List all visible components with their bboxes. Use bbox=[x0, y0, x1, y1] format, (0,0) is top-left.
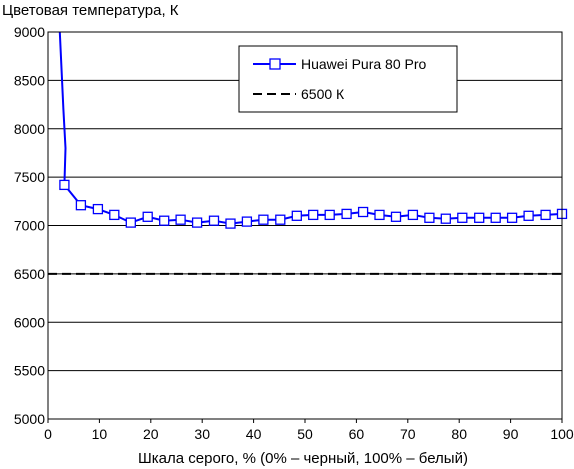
data-point bbox=[324, 209, 335, 221]
y-tick-label: 6500 bbox=[14, 266, 45, 282]
series-line-huawei bbox=[58, 31, 563, 225]
grid-lines bbox=[48, 79, 562, 372]
y-axis: 5000 5500 6000 6500 7000 7500 8000 8500 9000 bbox=[14, 24, 45, 427]
data-point bbox=[258, 214, 269, 225]
data-point bbox=[109, 209, 120, 221]
data-point bbox=[540, 209, 551, 221]
y-tick-label: 6000 bbox=[14, 314, 45, 330]
data-point bbox=[175, 214, 186, 225]
data-point bbox=[474, 212, 485, 223]
x-tick-label: 10 bbox=[92, 426, 108, 442]
legend: Huawei Pura 80 Pro 6500 К bbox=[238, 45, 458, 113]
x-axis-title: Шкала серого, % (0% – черный, 100% – бел… bbox=[138, 450, 468, 467]
data-point bbox=[92, 203, 104, 215]
data-point bbox=[291, 210, 302, 221]
data-point bbox=[75, 200, 87, 211]
x-tick-label: 50 bbox=[297, 426, 313, 442]
data-point bbox=[424, 212, 435, 223]
legend-label-series-1: Huawei Pura 80 Pro bbox=[301, 56, 427, 72]
data-point bbox=[59, 179, 70, 191]
x-axis: 0 10 20 30 40 50 60 70 80 90 100 bbox=[44, 419, 574, 442]
y-tick-label: 5000 bbox=[14, 411, 45, 427]
x-tick-label: 80 bbox=[451, 426, 467, 442]
legend-label-series-2: 6500 К bbox=[301, 86, 345, 102]
x-tick-label: 70 bbox=[400, 426, 416, 442]
data-point bbox=[241, 216, 253, 227]
data-point bbox=[341, 208, 352, 220]
y-tick-label: 9000 bbox=[14, 24, 45, 40]
y-tick-label: 7500 bbox=[14, 169, 45, 185]
x-tick-label: 0 bbox=[44, 426, 52, 442]
data-point bbox=[523, 210, 534, 221]
x-tick-label: 40 bbox=[246, 426, 262, 442]
x-tick-label: 30 bbox=[194, 426, 210, 442]
data-point bbox=[440, 213, 451, 224]
y-tick-label: 8000 bbox=[14, 121, 45, 137]
data-point bbox=[390, 211, 402, 222]
x-tick-label: 100 bbox=[550, 426, 574, 442]
data-point bbox=[357, 206, 369, 218]
data-point bbox=[374, 209, 385, 221]
x-tick-label: 20 bbox=[143, 426, 159, 442]
data-point bbox=[407, 209, 419, 221]
y-tick-label: 7000 bbox=[14, 218, 45, 234]
x-tick-label: 60 bbox=[349, 426, 365, 442]
data-point bbox=[142, 211, 153, 222]
data-point bbox=[506, 212, 518, 223]
data-point bbox=[490, 212, 501, 223]
data-point bbox=[159, 215, 170, 226]
data-point bbox=[275, 214, 286, 225]
data-point bbox=[191, 217, 203, 228]
data-point bbox=[225, 218, 236, 229]
data-point bbox=[208, 215, 220, 226]
data-point bbox=[125, 217, 136, 228]
y-tick-label: 8500 bbox=[14, 72, 45, 88]
y-axis-title: Цветовая температура, К bbox=[2, 2, 179, 19]
y-tick-label: 5500 bbox=[14, 363, 45, 379]
x-tick-label: 90 bbox=[503, 426, 519, 442]
legend-marker-series-1 bbox=[269, 58, 281, 70]
legend-box bbox=[238, 45, 458, 113]
data-point bbox=[308, 209, 319, 221]
data-point bbox=[457, 212, 468, 223]
